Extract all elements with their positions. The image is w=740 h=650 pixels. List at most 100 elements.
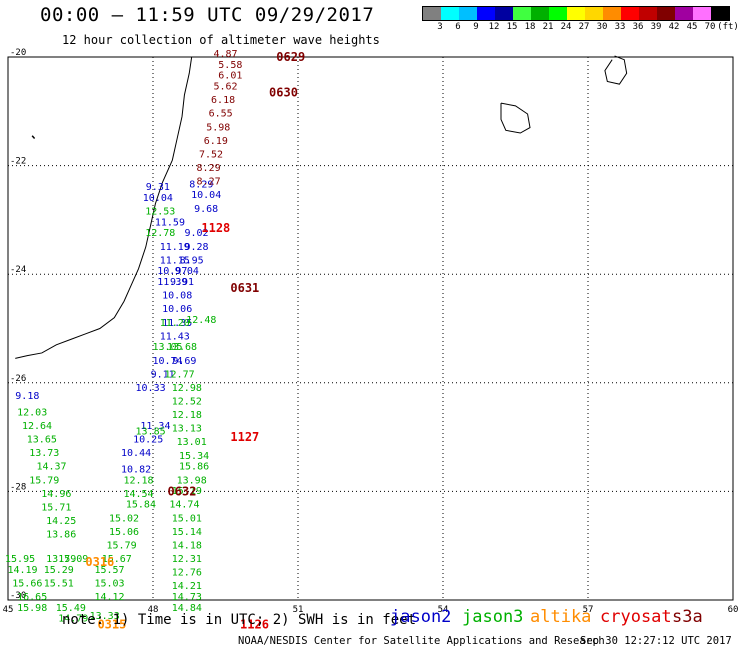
colorbar-swatch [477,7,495,20]
wave-height-label: 15.98 [17,603,47,614]
wave-height-label: 15.02 [109,513,139,524]
wave-height-label: 12.53 [145,206,175,217]
wave-height-label: 9.69 [172,356,196,367]
lat-label: -26 [10,374,26,384]
wave-height-label: 13.86 [46,530,76,541]
wave-height-label: 15.19 [172,486,202,497]
wave-height-label: 6.55 [209,109,233,120]
colorbar-swatch [567,7,585,20]
islet [31,135,36,139]
wave-height-label: 13.79 [46,554,76,565]
colorbar-label: 33 [614,22,626,32]
wave-height-label: 13.01 [177,437,207,448]
wave-height-label: 14.79 [58,614,88,625]
lat-label: -24 [10,265,26,275]
wave-height-label: 12.78 [145,228,175,239]
legend-item: jason3 [462,607,524,627]
wave-height-label: 11.19 [160,242,190,253]
wave-height-label: 14.96 [41,489,71,500]
wave-height-label: 5.98 [206,122,230,133]
colorbar-label: 39 [650,22,662,32]
colorbar-label: 70 [704,22,716,32]
wave-height-label: 12.77 [165,369,195,380]
colorbar-swatch [423,7,441,20]
wave-height-label: 9.02 [184,228,208,239]
colorbar-label: 30 [596,22,608,32]
lon-label: 57 [583,605,594,615]
colorbar-label: 45 [686,22,698,32]
wave-height-label: 13.05 [152,342,182,353]
wave-height-label: 13.65 [27,435,57,446]
colorbar-swatch [675,7,693,20]
colorbar-label: 3 [437,22,443,32]
colorbar [422,6,730,21]
wave-height-label: 11.35 [162,318,192,329]
wave-height-label: 9.11 [151,369,175,380]
colorbar-swatch [603,7,621,20]
generated-timestamp: Sep 30 12:27:12 UTC 2017 [580,635,732,647]
colorbar-swatch [513,7,531,20]
wave-height-label: 15.79 [107,540,137,551]
wave-height-label: 10.74 [152,356,182,367]
wave-height-label: 11.34 [140,421,170,432]
legend-item: altika [530,607,592,627]
wave-height-label: 14.73 [172,592,202,603]
wave-height-label: 9.04 [175,266,199,277]
lat-label: -22 [10,157,26,167]
wave-height-label: 12.64 [22,421,52,432]
colorbar-label: 36 [632,22,644,32]
wave-height-label: 9.68 [194,204,218,215]
wave-height-label: 6.18 [211,95,235,106]
wave-height-label: 9.31 [146,182,170,193]
wave-height-label: 12.98 [172,383,202,394]
wave-height-label: 10.04 [143,193,173,204]
wave-height-label: 15.51 [44,578,74,589]
wave-height-label: 14.19 [7,565,37,576]
colorbar-swatch [621,7,639,20]
lat-label: -30 [10,591,26,601]
legend-item: s3a [672,607,703,627]
wave-height-label: 15.14 [172,527,202,538]
wave-height-label: 12.31 [172,554,202,565]
wave-height-label: 11.15 [160,255,190,266]
wave-height-label: 9.28 [184,242,208,253]
colorbar-label: 42 [668,22,680,32]
wave-height-label: 10.06 [162,304,192,315]
wave-height-label: 10.97 [157,266,187,277]
wave-height-label: 12.48 [186,315,216,326]
wave-height-label: 15.49 [56,603,86,614]
wave-height-label: 15.03 [94,578,124,589]
wave-height-label: 13.85 [136,426,166,437]
colorbar-label: 27 [578,22,590,32]
wave-height-label: 11.20 [160,318,190,329]
wave-height-label: 13.68 [167,342,197,353]
wave-height-label: 15.84 [126,500,156,511]
wave-height-label: 8.27 [197,177,221,188]
wave-height-label: 14.84 [172,603,202,614]
wave-height-label: 10.04 [191,190,221,201]
wave-height-label: 4.87 [213,49,237,60]
wave-height-label: 5.62 [213,82,237,93]
colorbar-swatch [441,7,459,20]
wave-height-label: 12.52 [172,397,202,408]
colorbar-swatch [693,7,711,20]
pass-time-tag: 0629 [276,50,305,64]
pass-time-tag: 0316 [85,555,114,569]
wave-height-label: 11.59 [155,217,185,228]
wave-height-label: 10.08 [162,291,192,302]
wave-height-label: 9.18 [15,391,39,402]
reunion-island [500,102,531,134]
colorbar-label: 12 [488,22,500,32]
lon-label: 48 [148,605,159,615]
mauritius-island [604,55,628,85]
wave-height-label: 10.25 [133,435,163,446]
lon-label: 60 [728,605,739,615]
wave-height-label: 11.43 [160,331,190,342]
wave-height-label: 14.25 [46,516,76,527]
wave-height-label: 15.66 [12,578,42,589]
colorbar-swatch [585,7,603,20]
legend-item: jason2 [390,607,452,627]
lon-label: 51 [293,605,304,615]
wave-height-label: 13.13 [172,424,202,435]
colorbar-label: 15 [506,22,518,32]
